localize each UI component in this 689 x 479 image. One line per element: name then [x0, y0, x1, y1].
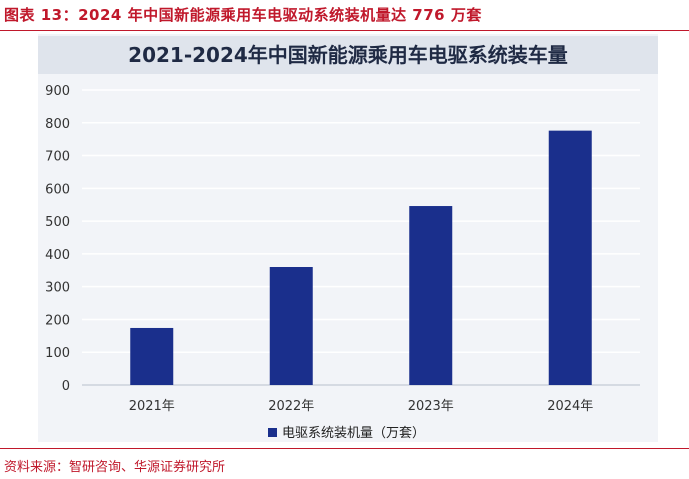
caption-rule	[0, 30, 689, 31]
y-tick-label: 500	[45, 215, 70, 230]
legend-swatch	[268, 428, 277, 437]
bar	[409, 206, 453, 385]
x-tick-label: 2024年	[547, 399, 593, 414]
y-tick-label: 900	[45, 84, 70, 99]
y-tick-label: 300	[45, 281, 70, 296]
y-tick-label: 100	[45, 346, 70, 361]
x-tick-label: 2021年	[129, 399, 175, 414]
y-tick-label: 400	[45, 248, 70, 263]
bar	[548, 130, 592, 385]
chart-title: 2021-2024年中国新能源乘用车电驱系统装车量	[128, 43, 568, 67]
y-tick-label: 600	[45, 182, 70, 197]
source-rule	[0, 448, 689, 449]
chart-title-band	[38, 36, 658, 74]
bar	[269, 267, 313, 385]
y-tick-label: 800	[45, 117, 70, 132]
y-tick-label: 0	[62, 379, 70, 394]
x-tick-label: 2023年	[408, 399, 454, 414]
legend-label: 电驱系统装机量（万套）	[282, 425, 425, 441]
x-tick-label: 2022年	[268, 399, 314, 414]
y-tick-label: 200	[45, 313, 70, 328]
source-note: 资料来源：智研咨询、华源证券研究所	[4, 460, 226, 475]
figure-caption: 图表 13：2024 年中国新能源乘用车电驱动系统装机量达 776 万套	[4, 6, 482, 24]
y-tick-label: 700	[45, 150, 70, 165]
bar	[130, 327, 174, 385]
